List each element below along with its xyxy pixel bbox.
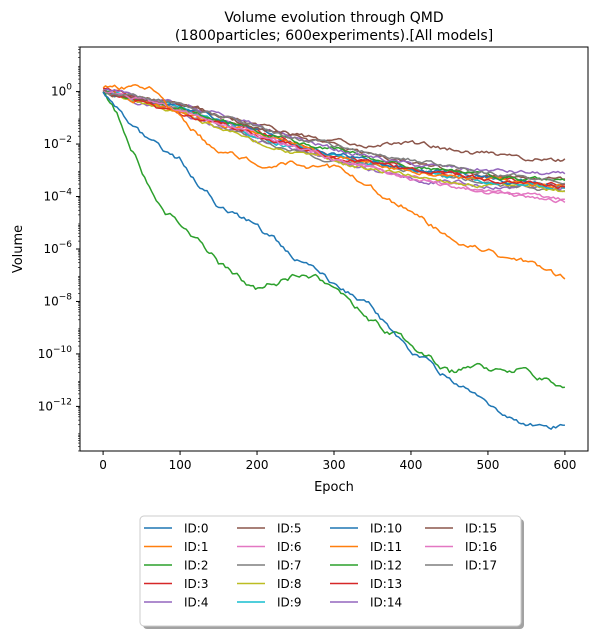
y-tick-label: 100 bbox=[51, 83, 72, 99]
legend-label: ID:12 bbox=[370, 559, 402, 573]
legend-label: ID:14 bbox=[370, 596, 402, 610]
legend-label: ID:8 bbox=[277, 577, 301, 591]
series-lines bbox=[102, 84, 566, 430]
chart-title-line1: Volume evolution through QMD bbox=[224, 10, 443, 26]
series-line bbox=[102, 91, 566, 185]
legend-label: ID:4 bbox=[184, 596, 208, 610]
legend-label: ID:1 bbox=[184, 540, 208, 554]
legend-label: ID:10 bbox=[370, 522, 402, 536]
x-tick-label: 0 bbox=[99, 458, 107, 472]
y-tick-label: 10−10 bbox=[38, 345, 73, 361]
x-tick-label: 500 bbox=[476, 458, 499, 472]
y-axis-ticks: 100 10−2 10−4 10−6 10−8 10−10 10−12 bbox=[38, 46, 80, 452]
legend-label: ID:11 bbox=[370, 540, 402, 554]
x-tick-label: 400 bbox=[400, 458, 423, 472]
legend-label: ID:13 bbox=[370, 577, 402, 591]
legend-label: ID:0 bbox=[184, 522, 208, 536]
series-line bbox=[102, 91, 565, 430]
legend-label: ID:5 bbox=[277, 522, 301, 536]
x-tick-label: 100 bbox=[169, 458, 192, 472]
series-line bbox=[102, 84, 566, 280]
y-axis-label: Volume bbox=[11, 225, 26, 273]
legend-label: ID:15 bbox=[465, 522, 497, 536]
series-line bbox=[102, 91, 565, 389]
legend-label: ID:2 bbox=[184, 559, 208, 573]
x-axis-ticks: 0 100 200 300 400 500 600 bbox=[99, 451, 576, 472]
y-tick-label: 10−6 bbox=[43, 240, 72, 256]
series-line bbox=[102, 90, 565, 201]
legend-label: ID:16 bbox=[465, 540, 497, 554]
legend: ID:0 ID:1 ID:2 ID:3 ID:4 ID:5 ID:6 ID:7 ID:8 ID:9… bbox=[139, 515, 524, 629]
x-tick-label: 600 bbox=[553, 458, 576, 472]
y-tick-label: 10−2 bbox=[43, 135, 72, 151]
y-tick-label: 10−12 bbox=[38, 397, 72, 413]
x-axis-label: Epoch bbox=[314, 480, 354, 495]
series-line bbox=[103, 91, 566, 190]
x-tick-label: 300 bbox=[323, 458, 346, 472]
legend-label: ID:3 bbox=[184, 577, 208, 591]
series-line bbox=[102, 92, 566, 188]
y-tick-label: 10−4 bbox=[43, 188, 72, 204]
legend-label: ID:17 bbox=[465, 559, 497, 573]
legend-label: ID:9 bbox=[277, 596, 301, 610]
chart-title-line2: (1800particles; 600experiments).[All mod… bbox=[175, 28, 493, 44]
series-line bbox=[102, 89, 566, 182]
x-tick-label: 200 bbox=[246, 458, 269, 472]
series-line bbox=[102, 89, 566, 163]
legend-label: ID:7 bbox=[277, 559, 301, 573]
plot-frame bbox=[79, 46, 589, 452]
legend-label: ID:6 bbox=[277, 540, 301, 554]
y-tick-label: 10−8 bbox=[43, 292, 72, 308]
